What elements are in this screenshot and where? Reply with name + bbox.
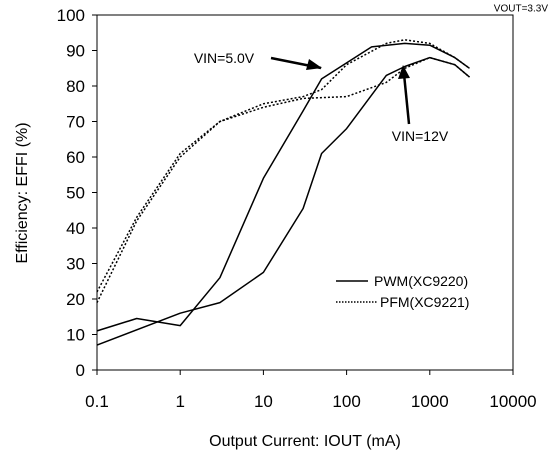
axis-ticks: 0 10 20 30 40 50 60 70 80 90 100 0.1 1 10 100 1000 10000 <box>57 6 537 411</box>
series-line-2-solid <box>96 56 470 346</box>
series-line-1-solid <box>96 42 470 332</box>
series-lines <box>96 39 470 346</box>
x-axis-title: Output Current: IOUT (mA) <box>209 433 401 450</box>
annotation-vin-12v: VIN=12V <box>392 65 449 144</box>
y-tick-label: 90 <box>66 42 85 61</box>
annotation-vin-5v-box <box>176 43 271 73</box>
y-axis-title: Efficiency: EFFI (%) <box>14 122 31 263</box>
x-tick-label: 1 <box>175 392 184 411</box>
legend: PWM(XC9220) PFM(XC9221) <box>334 266 510 322</box>
y-tick-label: 50 <box>66 184 85 203</box>
legend-label-pfm: PFM(XC9221) <box>380 294 469 310</box>
y-tick-label: 30 <box>66 255 85 274</box>
x-tick-label: 10000 <box>489 392 536 411</box>
series-line-3-dotted <box>96 39 470 303</box>
y-tick-label: 80 <box>66 77 85 96</box>
y-tick-label: 100 <box>57 6 85 25</box>
annotation-vin-12v-arrow-shaft <box>402 73 411 125</box>
annotation-vin-5v-label: VIN=5.0V <box>194 50 255 66</box>
legend-box <box>334 266 510 322</box>
x-tick-label: 0.1 <box>85 392 109 411</box>
x-tick-label: 10 <box>254 392 273 411</box>
y-tick-label: 10 <box>66 326 85 345</box>
series-line-4-dotted <box>96 56 470 293</box>
legend-label-pwm: PWM(XC9220) <box>374 273 468 289</box>
x-tick-label: 100 <box>332 392 360 411</box>
annotation-vin-12v-arrow-head <box>398 65 410 79</box>
y-tick-label: 0 <box>76 361 85 380</box>
annotation-vin-5v-arrow-head <box>306 59 322 70</box>
y-tick-label: 70 <box>66 113 85 132</box>
annotation-vin-12v-label: VIN=12V <box>392 128 449 144</box>
y-tick-label: 60 <box>66 148 85 167</box>
y-tick-label: 20 <box>66 290 85 309</box>
y-tick-label: 40 <box>66 219 85 238</box>
x-tick-label: 1000 <box>411 392 449 411</box>
annotation-vin-5v: VIN=5.0V <box>176 43 322 73</box>
vout-note: VOUT=3.3V <box>494 3 549 14</box>
